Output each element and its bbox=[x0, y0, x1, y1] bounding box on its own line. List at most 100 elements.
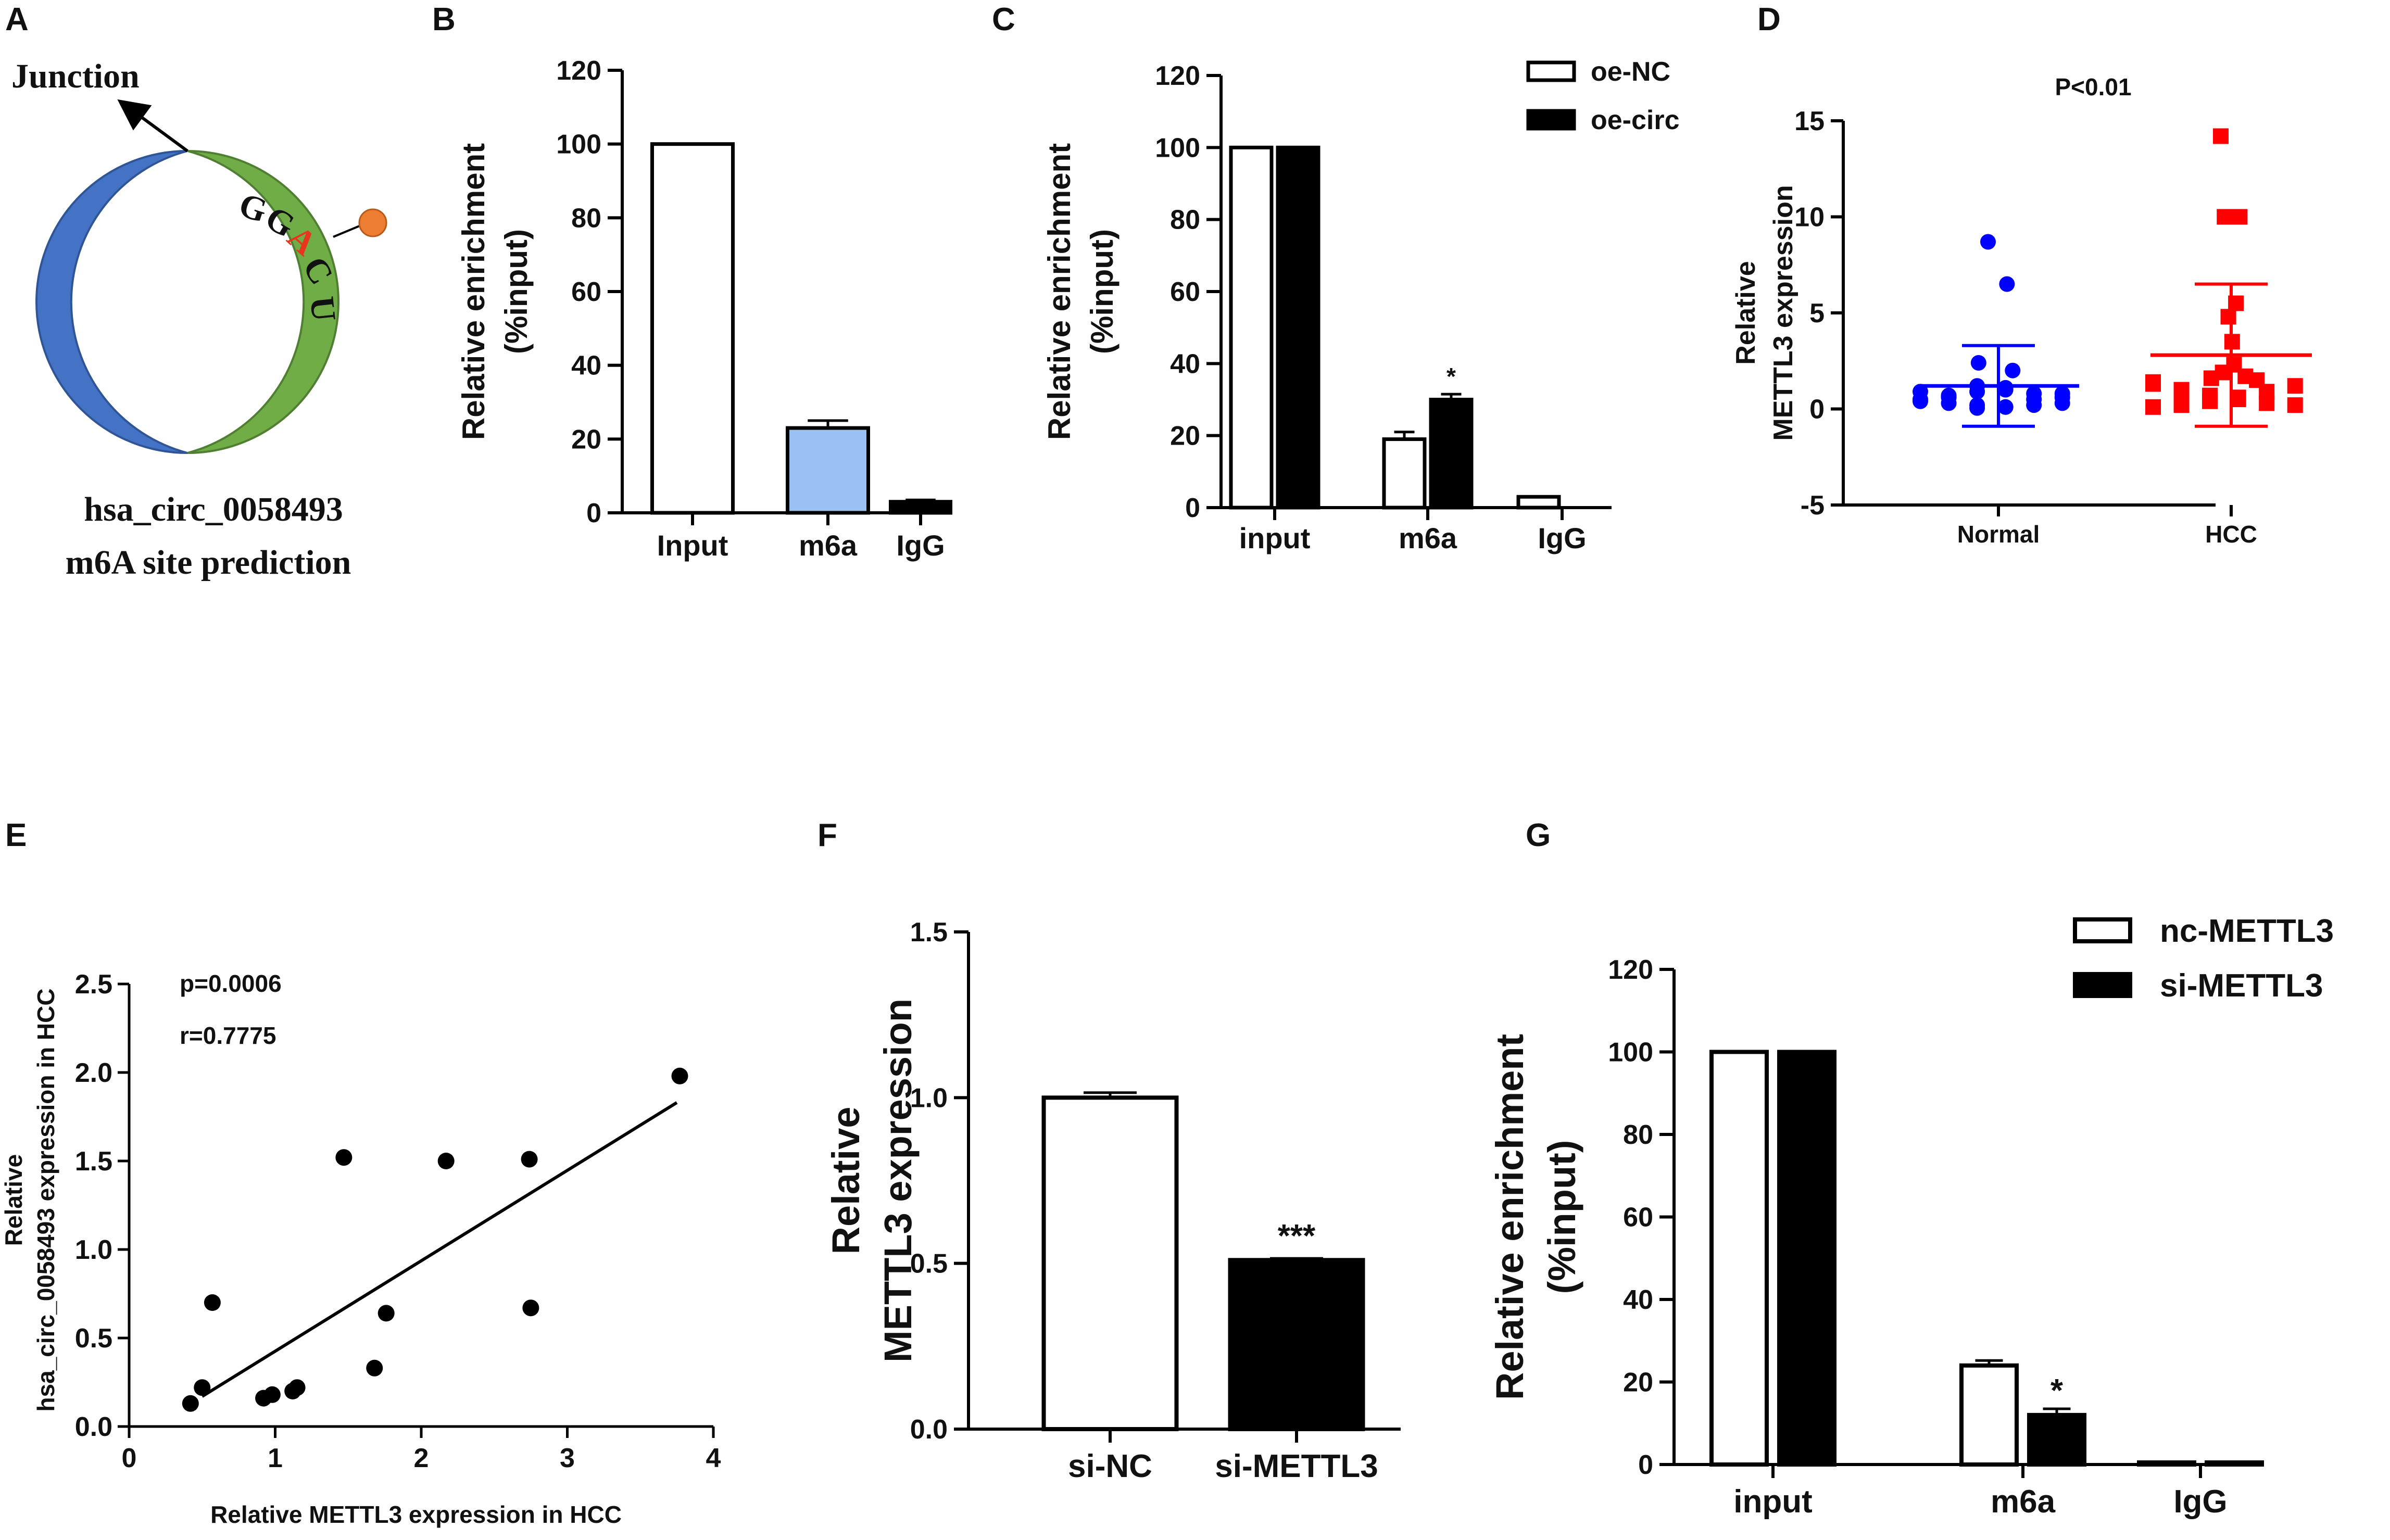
x-tick-label: si-METTL3 bbox=[1215, 1448, 1378, 1484]
point-normal bbox=[1970, 355, 1986, 371]
point-normal bbox=[1999, 276, 2015, 292]
data-point bbox=[204, 1294, 221, 1311]
y-tick-label: 0 bbox=[1638, 1450, 1653, 1480]
y-tick-label: -5 bbox=[1801, 490, 1825, 521]
y-tick-label: 80 bbox=[1170, 205, 1200, 235]
bar-oe-circ-input bbox=[1276, 145, 1320, 510]
data-point bbox=[522, 1299, 539, 1317]
legend-swatch-oe-circ bbox=[1526, 109, 1576, 131]
x-tick-label: IgG bbox=[2173, 1484, 2227, 1520]
y-axis-title-line2: (%input) bbox=[1085, 229, 1119, 354]
point-normal bbox=[1941, 389, 1957, 406]
legend-label: nc-METTL3 bbox=[2160, 913, 2334, 949]
y-tick-label: 120 bbox=[556, 56, 601, 86]
y-tick-label: 100 bbox=[1608, 1038, 1653, 1068]
chart-b: 0 20 40 60 80 100 120 Relative enrichment (%inpu… bbox=[456, 56, 952, 562]
data-point bbox=[437, 1153, 455, 1169]
y-axis-title-line2: (%input) bbox=[1540, 1140, 1583, 1294]
x-tick-label: 2 bbox=[414, 1443, 429, 1473]
caption-line-1: hsa_circ_0058493 bbox=[84, 490, 343, 528]
chart-f: 0.0 0.5 1.0 1.5 Relative METTL3 expression si-… bbox=[824, 917, 1401, 1484]
bar-igg bbox=[889, 500, 952, 515]
x-tick-label: m6a bbox=[1991, 1484, 2056, 1520]
x-tick-label: 1 bbox=[268, 1443, 283, 1473]
point-hcc bbox=[2213, 128, 2229, 144]
y-axis-title-line2: METTL3 expression bbox=[1768, 185, 1798, 440]
y-tick-label: 100 bbox=[1155, 133, 1200, 163]
data-point bbox=[288, 1379, 306, 1396]
point-hcc bbox=[2202, 393, 2218, 409]
y-axis-title-line1: Relative bbox=[824, 1107, 867, 1255]
y-tick-label: 1.0 bbox=[75, 1235, 112, 1265]
y-tick-label: 5 bbox=[1809, 298, 1825, 329]
data-point bbox=[263, 1386, 281, 1403]
y-tick-label: 120 bbox=[1608, 955, 1653, 985]
r-value-label: r=0.7775 bbox=[180, 1022, 276, 1049]
x-tick-label: IgG bbox=[1538, 522, 1586, 554]
panel-letter-c: C bbox=[992, 2, 1015, 37]
y-tick-label: 2.5 bbox=[75, 969, 112, 1000]
x-axis-title: Relative METTL3 expression in HCC bbox=[210, 1501, 622, 1528]
y-axis-title-line1: Relative enrichment bbox=[1488, 1034, 1531, 1400]
panel-letter-d: D bbox=[1757, 2, 1781, 37]
x-tick-label: 4 bbox=[706, 1443, 721, 1473]
y-tick-label: 0.0 bbox=[75, 1412, 112, 1442]
significance-marker: * bbox=[2051, 1373, 2064, 1409]
y-axis-title: Relative enrichment (%input) bbox=[456, 143, 534, 440]
bar-input bbox=[650, 142, 735, 515]
bar-nc-METTL3-input bbox=[1709, 1050, 1769, 1467]
chart-title: P<0.01 bbox=[2055, 73, 2131, 100]
point-hcc bbox=[2173, 382, 2190, 398]
point-hcc bbox=[2217, 209, 2233, 225]
y-tick-label: 0 bbox=[586, 498, 601, 528]
point-hcc bbox=[2259, 395, 2275, 411]
x-tick-label: input bbox=[1239, 522, 1311, 554]
data-point bbox=[335, 1149, 353, 1166]
y-tick-label: 1.5 bbox=[910, 917, 948, 948]
y-tick-label: 2.0 bbox=[75, 1058, 112, 1088]
y-tick-label: 0.0 bbox=[910, 1415, 948, 1445]
point-hcc bbox=[2203, 370, 2219, 386]
x-tick-label: 0 bbox=[122, 1443, 137, 1473]
chart-d: -5 0 5 10 15 Relative METTL3 expression P<0.01 N… bbox=[1731, 73, 2312, 548]
legend-label: oe-circ bbox=[1591, 105, 1680, 135]
x-tick-label: input bbox=[1733, 1484, 1813, 1520]
bar-si-METTL3-IgG bbox=[2205, 1460, 2264, 1467]
x-tick-label: Input bbox=[657, 529, 728, 562]
y-tick-label: 80 bbox=[1623, 1120, 1653, 1150]
y-axis-title: Relative enrichment (%input) bbox=[1488, 1034, 1583, 1400]
bar-oe-NC-m6a bbox=[1382, 437, 1427, 510]
y-tick-label: 0.5 bbox=[75, 1323, 112, 1354]
point-hcc bbox=[2287, 397, 2303, 413]
ring-blue-arc bbox=[35, 150, 188, 454]
data-point bbox=[366, 1359, 383, 1377]
chart-g: 0 20 40 60 80 100 120 Relative enrichment (%inpu… bbox=[1488, 913, 2334, 1520]
x-tick-label: m6a bbox=[799, 529, 858, 562]
y-tick-label: 20 bbox=[1170, 421, 1200, 451]
point-hcc bbox=[2232, 209, 2248, 225]
bar-oe-circ-m6a bbox=[1429, 398, 1474, 510]
data-point bbox=[378, 1305, 395, 1322]
y-tick-label: 120 bbox=[1155, 61, 1200, 91]
point-hcc bbox=[2230, 392, 2246, 408]
y-axis-title-line1: Relative bbox=[0, 1154, 27, 1246]
panel-letter-a: A bbox=[5, 2, 29, 37]
data-point bbox=[194, 1379, 211, 1396]
y-tick-label: 100 bbox=[556, 130, 601, 160]
point-normal bbox=[1913, 384, 1928, 400]
bar-si-METTL3-m6a bbox=[2027, 1412, 2086, 1467]
x-tick-label: IgG bbox=[896, 529, 945, 562]
point-hcc bbox=[2220, 309, 2236, 325]
chart-c: 0 20 40 60 80 100 120 Relative enrichment (%inpu… bbox=[1042, 57, 1680, 554]
regression-line bbox=[201, 1101, 678, 1398]
bar-oe-NC-input bbox=[1229, 145, 1274, 510]
y-tick-label: 80 bbox=[571, 203, 601, 233]
y-tick-label: 40 bbox=[1623, 1285, 1653, 1315]
y-tick-label: 0.5 bbox=[910, 1249, 948, 1279]
y-tick-label: 1.0 bbox=[910, 1083, 948, 1113]
panel-letter-g: G bbox=[1526, 817, 1551, 853]
legend-swatch-oe-NC bbox=[1526, 60, 1576, 82]
data-point bbox=[521, 1151, 538, 1168]
bar-nc-METTL3-IgG bbox=[2137, 1460, 2196, 1467]
motif-letter-5: U bbox=[303, 295, 343, 323]
